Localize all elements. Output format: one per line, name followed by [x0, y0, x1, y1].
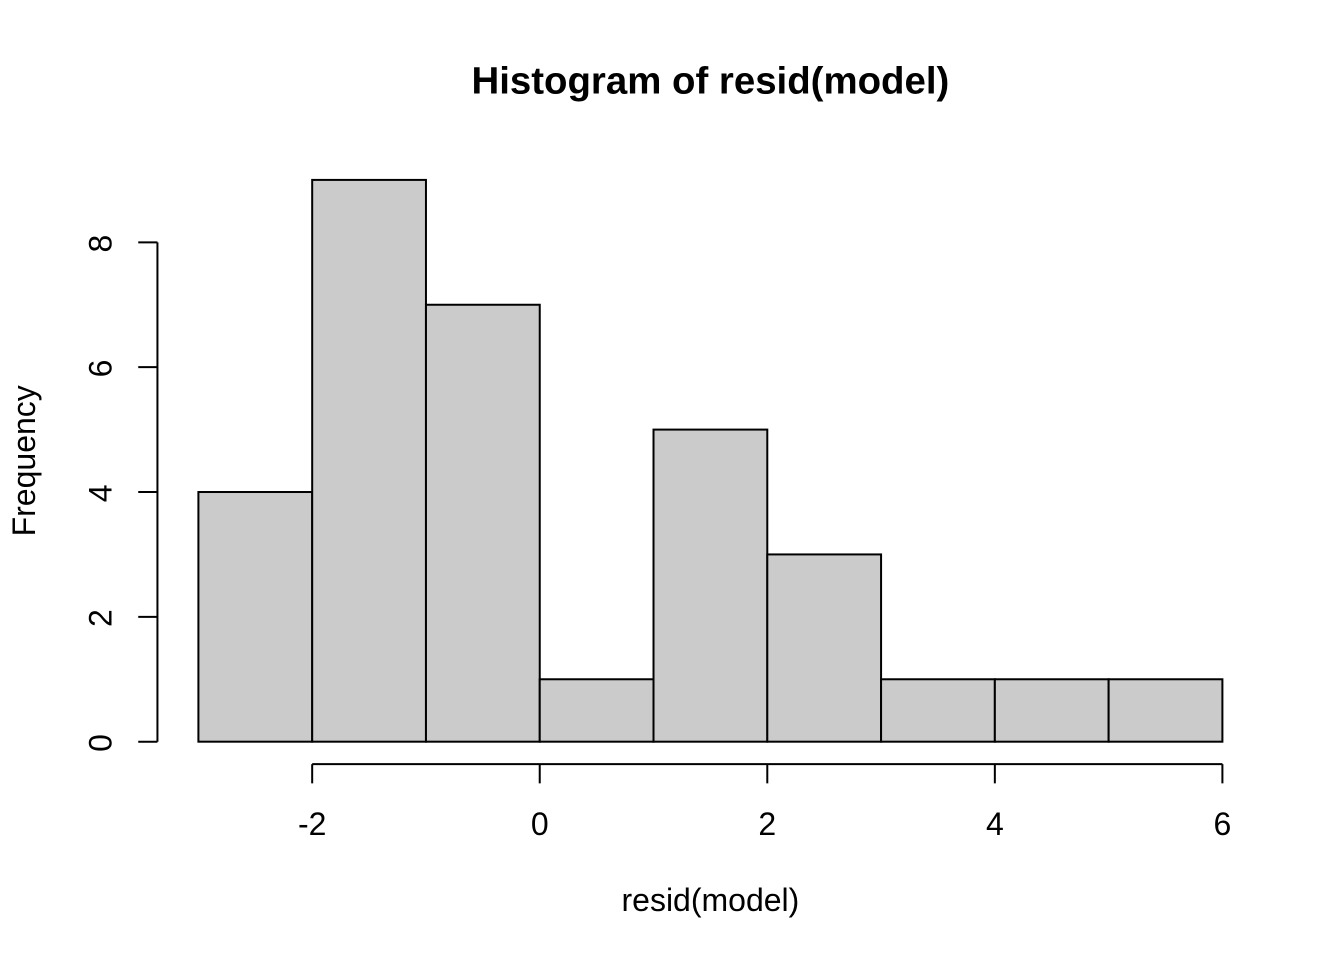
svg-text:-2: -2	[298, 806, 326, 842]
svg-text:4: 4	[986, 806, 1004, 842]
svg-text:6: 6	[83, 360, 119, 378]
svg-text:resid(model): resid(model)	[621, 882, 799, 918]
svg-text:Histogram of resid(model): Histogram of resid(model)	[471, 60, 949, 103]
svg-text:4: 4	[83, 484, 119, 502]
svg-text:2: 2	[758, 806, 776, 842]
svg-text:0: 0	[531, 806, 549, 842]
svg-text:6: 6	[1214, 806, 1232, 842]
svg-text:8: 8	[83, 235, 119, 253]
svg-text:2: 2	[83, 609, 119, 627]
svg-text:Frequency: Frequency	[6, 385, 42, 536]
svg-text:0: 0	[83, 734, 119, 752]
